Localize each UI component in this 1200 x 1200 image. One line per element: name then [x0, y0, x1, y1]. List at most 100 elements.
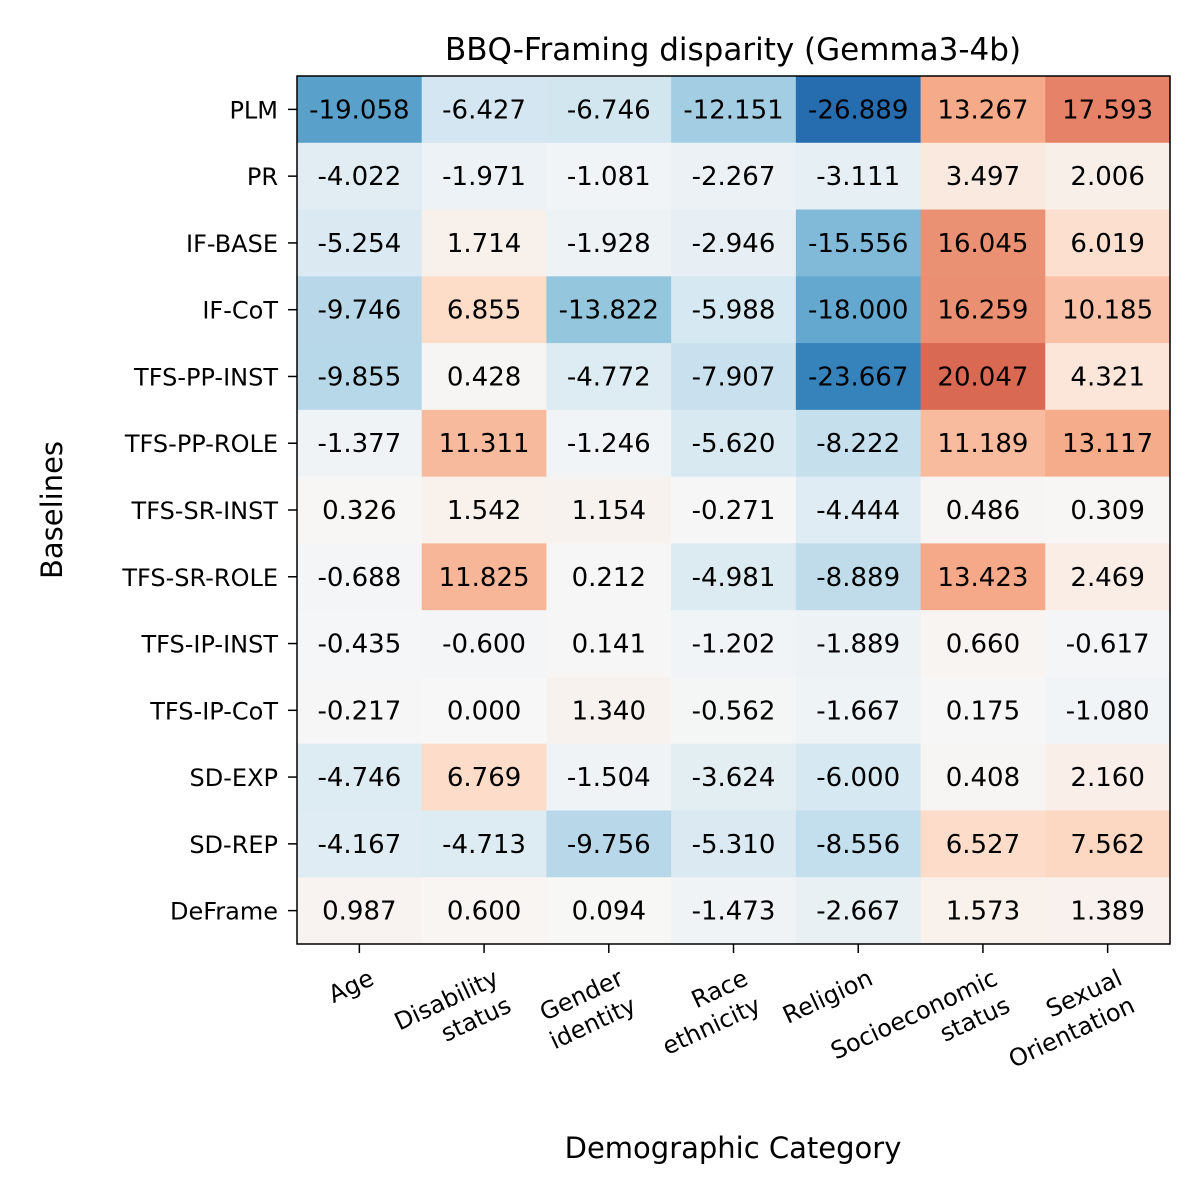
x-tick-label-race-ethnicity: Raceethnicity [645, 964, 764, 1061]
heatmap-cell-tfs-ip-inst-2 [546, 610, 672, 678]
cell-value-label: 13.117 [1062, 429, 1153, 459]
heatmap-cell-tfs-sr-role-2 [546, 543, 672, 611]
cell-value-label: 11.825 [439, 563, 530, 593]
heatmap-cell-tfs-pp-role-2 [546, 409, 672, 478]
cell-value-label: -5.988 [692, 296, 776, 326]
heatmap-cell-if-cot-1 [421, 276, 548, 344]
heatmap-cell-sd-exp-3 [671, 743, 797, 812]
cell-value-label: -3.111 [816, 162, 900, 192]
cell-value-label: 6.527 [946, 830, 1020, 860]
heatmap-cell-tfs-ip-cot-1 [421, 676, 548, 745]
heatmap-cell-tfs-sr-inst-3 [671, 476, 797, 544]
heatmap-cell-if-base-6 [1045, 209, 1171, 277]
heatmap-cell-tfs-ip-cot-4 [795, 676, 922, 745]
cell-value-label: -2.267 [692, 162, 776, 192]
heatmap-cell-tfs-sr-role-1 [421, 543, 548, 611]
heatmap-cell-plm-3 [671, 76, 797, 144]
x-tick-label-age: Age [324, 964, 378, 1009]
y-tick-label-deframe: DeFrame [170, 898, 278, 926]
cell-value-label: -3.624 [692, 763, 776, 793]
heatmap-cell-tfs-pp-role-6 [1045, 409, 1171, 478]
heatmap-cell-tfs-sr-role-5 [920, 543, 1046, 611]
heatmap-cell-sd-exp-4 [795, 743, 922, 812]
cell-value-label: -4.981 [692, 563, 776, 593]
cell-value-label: 13.267 [937, 95, 1028, 125]
heatmap-cell-tfs-pp-inst-2 [546, 343, 672, 411]
y-tick-label-tfs-sr-inst: TFS-SR-INST [131, 497, 279, 525]
cell-value-label: 1.154 [572, 496, 646, 526]
heatmap-cell-sd-rep-2 [546, 810, 672, 878]
cell-value-label: -0.688 [317, 563, 401, 593]
heatmap-cell-if-base-4 [795, 209, 922, 277]
heatmap-cell-pr-4 [795, 142, 922, 211]
cell-value-label: 0.175 [946, 696, 1020, 726]
heatmap-cell-if-cot-2 [546, 276, 672, 344]
cell-value-label: 0.141 [572, 630, 646, 660]
cell-value-label: -1.504 [567, 763, 651, 793]
cell-value-label: 11.189 [937, 429, 1028, 459]
heatmap-cell-tfs-sr-role-4 [795, 543, 922, 611]
cell-value-label: -1.246 [567, 429, 651, 459]
cell-value-label: 1.542 [447, 496, 521, 526]
heatmap-cell-tfs-pp-inst-4 [795, 343, 922, 411]
cell-value-label: 7.562 [1070, 830, 1144, 860]
heatmap-cell-pr-6 [1045, 142, 1171, 211]
cell-value-label: -4.167 [317, 830, 401, 860]
cell-value-label: 1.573 [946, 897, 1020, 927]
cell-value-label: -1.473 [692, 897, 776, 927]
heatmap-cell-pr-2 [546, 142, 672, 211]
heatmap-cell-tfs-ip-cot-6 [1045, 676, 1171, 745]
cell-value-label: 6.855 [447, 296, 521, 326]
cell-value-label: 1.389 [1070, 897, 1144, 927]
cell-value-label: 16.259 [937, 296, 1028, 326]
y-tick-label-plm: PLM [229, 96, 278, 124]
cell-value-label: 1.714 [447, 229, 521, 259]
cell-value-label: -2.946 [692, 229, 776, 259]
heatmap-cell-deframe-3 [671, 877, 797, 945]
heatmap-cell-tfs-pp-role-3 [671, 409, 797, 478]
cell-value-label: 6.019 [1070, 229, 1144, 259]
cell-value-label: -0.600 [442, 630, 526, 660]
y-tick-label-tfs-pp-role: TFS-PP-ROLE [124, 430, 278, 458]
heatmap-cell-deframe-2 [546, 877, 672, 945]
x-tick-label-religion: Religion [779, 964, 877, 1030]
heatmap-cell-tfs-ip-cot-0 [297, 676, 423, 745]
cell-value-label: -1.202 [692, 630, 776, 660]
heatmap-cell-tfs-ip-inst-4 [795, 610, 922, 678]
heatmap-cell-deframe-5 [920, 877, 1046, 945]
heatmap-cell-tfs-pp-inst-0 [297, 343, 423, 411]
cell-value-label: 0.309 [1070, 496, 1144, 526]
heatmap-cell-tfs-pp-inst-3 [671, 343, 797, 411]
heatmap-cell-sd-exp-0 [297, 743, 423, 812]
y-tick-label-sd-exp: SD-EXP [190, 764, 278, 792]
cell-value-label: -1.889 [816, 630, 900, 660]
cell-value-label: -12.151 [683, 95, 783, 125]
x-axis-ticks: Age Disabilitystatus GenderidentityRaceeth… [324, 944, 1139, 1074]
cell-value-label: -1.081 [567, 162, 651, 192]
heatmap-cell-sd-rep-0 [297, 810, 423, 878]
heatmap-cell-sd-exp-2 [546, 743, 672, 812]
cell-value-label: -9.855 [317, 362, 401, 392]
x-axis-label: Demographic Category [565, 1131, 902, 1165]
heatmap-cell-if-base-0 [297, 209, 423, 277]
cell-value-label: -1.080 [1066, 696, 1150, 726]
cell-value-label: -13.822 [559, 296, 659, 326]
heatmap-cell-deframe-4 [795, 877, 922, 945]
cell-value-label: 4.321 [1070, 362, 1144, 392]
heatmap-cell-plm-5 [920, 76, 1046, 144]
cell-value-label: -4.746 [317, 763, 401, 793]
cell-value-label: 0.094 [572, 897, 646, 927]
heatmap-cell-if-base-2 [546, 209, 672, 277]
heatmap-cell-pr-5 [920, 142, 1046, 211]
cell-value-label: 2.160 [1070, 763, 1144, 793]
cell-value-label: 1.340 [572, 696, 646, 726]
cell-value-label: -8.889 [816, 563, 900, 593]
cell-value-label: -8.222 [816, 429, 900, 459]
heatmap-cell-if-cot-0 [297, 276, 423, 344]
cell-value-label: -4.713 [442, 830, 526, 860]
heatmap-cell-tfs-ip-inst-0 [297, 610, 423, 678]
heatmap-cell-tfs-pp-inst-6 [1045, 343, 1171, 411]
cell-value-label: 3.497 [946, 162, 1020, 192]
cell-value-label: 20.047 [937, 362, 1028, 392]
cell-value-label: -6.746 [567, 95, 651, 125]
